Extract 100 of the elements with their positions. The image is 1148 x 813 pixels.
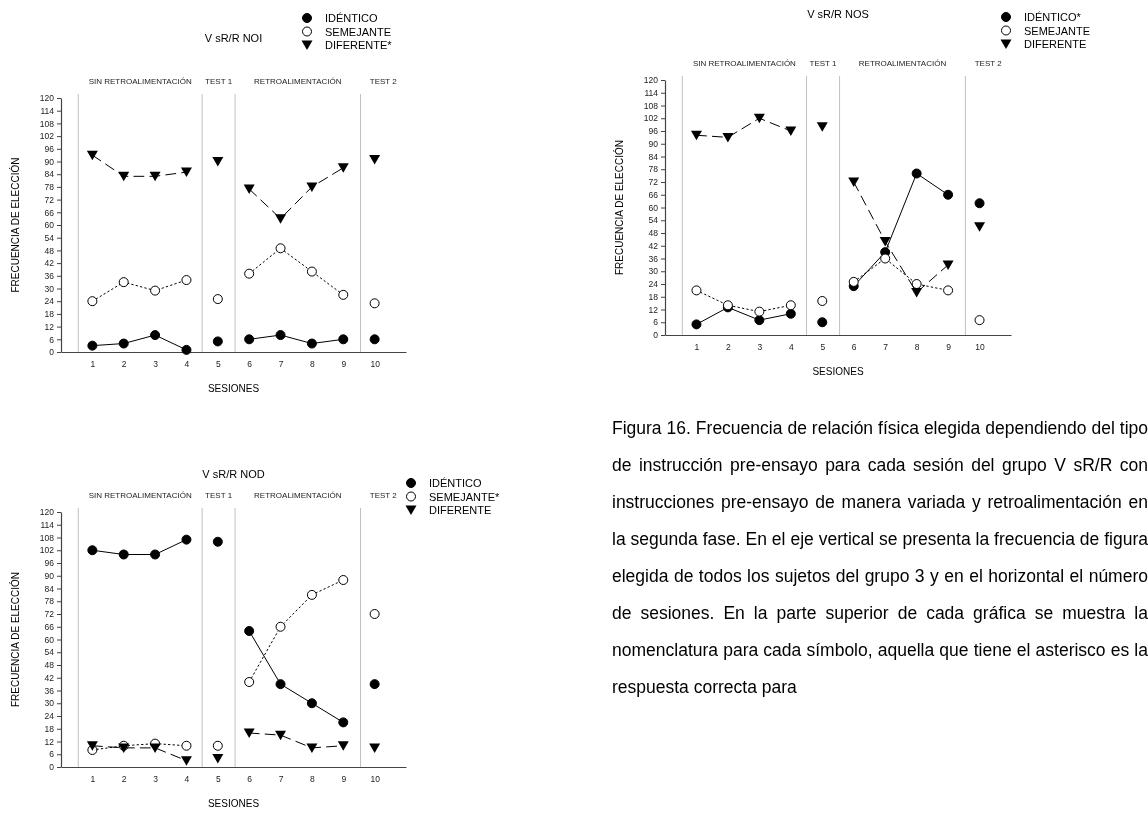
y-tick-label: 18 — [44, 723, 55, 734]
point — [943, 189, 954, 200]
y-tick-label: 96 — [44, 558, 55, 569]
x-tick-label: 8 — [310, 359, 316, 370]
y-tick-label: 120 — [39, 93, 55, 104]
point — [369, 154, 381, 165]
text: TEST 2 — [974, 59, 1003, 68]
point — [275, 243, 286, 254]
y-tick-label: 108 — [643, 100, 659, 111]
point — [180, 756, 192, 766]
point — [754, 306, 765, 317]
y-tick-label: 120 — [643, 75, 659, 86]
y-tick-label: 54 — [44, 647, 55, 658]
point — [974, 198, 985, 209]
point — [911, 288, 923, 298]
y-tick-label: 36 — [44, 685, 55, 696]
x-tick-label: 9 — [341, 774, 347, 785]
point — [942, 260, 954, 270]
point — [275, 330, 286, 341]
chart-title: V sR/R NOD — [202, 468, 265, 480]
point — [86, 741, 98, 751]
point — [275, 621, 286, 632]
point — [690, 130, 702, 141]
y-tick-label: 102 — [39, 131, 55, 142]
y-axis-title: FRECUENCIA DE ELECCIÓN — [613, 139, 625, 276]
point — [181, 344, 192, 355]
point — [848, 177, 860, 187]
y-tick-label: 42 — [648, 240, 659, 251]
x-tick-label: 7 — [278, 359, 284, 370]
y-tick-label: 18 — [648, 291, 659, 302]
point — [338, 575, 349, 585]
text: TEST 2 — [369, 491, 398, 500]
point — [754, 315, 765, 326]
point — [879, 237, 891, 247]
legend-label: IDÉNTICO* — [1024, 11, 1082, 23]
y-tick-label: 78 — [648, 164, 659, 175]
x-tick-label: 6 — [247, 774, 253, 785]
x-tick-label: 8 — [914, 342, 920, 353]
point — [244, 268, 255, 279]
point — [306, 266, 317, 277]
x-tick-label: 3 — [757, 342, 763, 353]
point — [118, 277, 129, 288]
point — [87, 340, 98, 351]
point — [817, 317, 828, 328]
point — [306, 743, 318, 753]
x-tick-label: 9 — [946, 342, 952, 353]
point — [150, 549, 161, 560]
point — [691, 319, 702, 330]
point — [338, 289, 349, 300]
legend-label: DIFERENTE — [429, 504, 492, 516]
point — [848, 276, 859, 287]
point — [212, 536, 223, 547]
y-tick-label: 54 — [44, 232, 55, 243]
legend-label: SEMEJANTE — [325, 25, 392, 38]
x-tick-label: 4 — [184, 774, 190, 785]
x-tick-label: 1 — [90, 359, 96, 370]
legend-label: IDÉNTICO — [429, 477, 482, 489]
y-tick-label: 72 — [44, 194, 55, 205]
point — [785, 126, 797, 136]
x-tick-label: 1 — [90, 774, 96, 785]
legend-label: DIFERENTE* — [325, 39, 393, 51]
y-tick-label: 66 — [648, 189, 659, 200]
point — [785, 308, 796, 319]
text: Figura 16. Frecuencia de relación física elegida dependiendo del tipo de instrucción pre-ensayo para cada sesión del grupo V sR/R con instrucciones pre-ensayo de manera variada y retroalimentación en la segunda fase. En el eje vertical se presenta la frecuencia de figura elegida de todos los sujetos del grupo 3 y en el horizontal el número de sesiones. En la parte superior de cada gráfica se muestra la nomenclatura para cada símbolo, aquella que tiene el asterisco es la respuesta correcta para — [612, 417, 1148, 699]
y-tick-label: 48 — [44, 245, 55, 256]
y-tick-label: 6 — [49, 334, 55, 345]
point — [180, 167, 192, 178]
y-tick-label: 60 — [648, 202, 659, 213]
x-tick-label: 6 — [851, 342, 857, 353]
y-tick-label: 12 — [44, 321, 55, 332]
x-tick-label: 5 — [215, 359, 221, 370]
legend-label: SEMEJANTE* — [429, 490, 501, 503]
point — [338, 334, 349, 345]
y-tick-label: 114 — [40, 105, 55, 116]
y-tick-label: 54 — [648, 215, 659, 226]
y-tick-label: 42 — [44, 258, 55, 269]
y-tick-label: 48 — [44, 660, 55, 671]
y-tick-label: 24 — [648, 279, 659, 290]
point — [275, 730, 287, 741]
point — [275, 679, 286, 690]
text: TEST 1 — [205, 77, 233, 86]
chart-title: V sR/R NOI — [204, 32, 263, 44]
y-tick-label: 66 — [44, 621, 55, 632]
point — [369, 743, 381, 753]
y-tick-label: 78 — [44, 182, 55, 193]
point — [87, 545, 98, 556]
point — [149, 171, 161, 182]
point — [943, 285, 954, 296]
y-tick-label: 96 — [648, 126, 659, 137]
point — [243, 184, 255, 195]
y-tick-label: 24 — [44, 711, 55, 722]
x-tick-label: 4 — [788, 342, 794, 353]
y-tick-label: 12 — [44, 736, 55, 747]
point — [817, 296, 828, 306]
y-tick-label: 6 — [653, 317, 659, 328]
point — [337, 163, 349, 173]
y-tick-label: 102 — [39, 545, 55, 556]
y-tick-label: 6 — [49, 749, 55, 760]
x-tick-label: 10 — [370, 774, 381, 785]
y-tick-label: 36 — [44, 271, 55, 282]
